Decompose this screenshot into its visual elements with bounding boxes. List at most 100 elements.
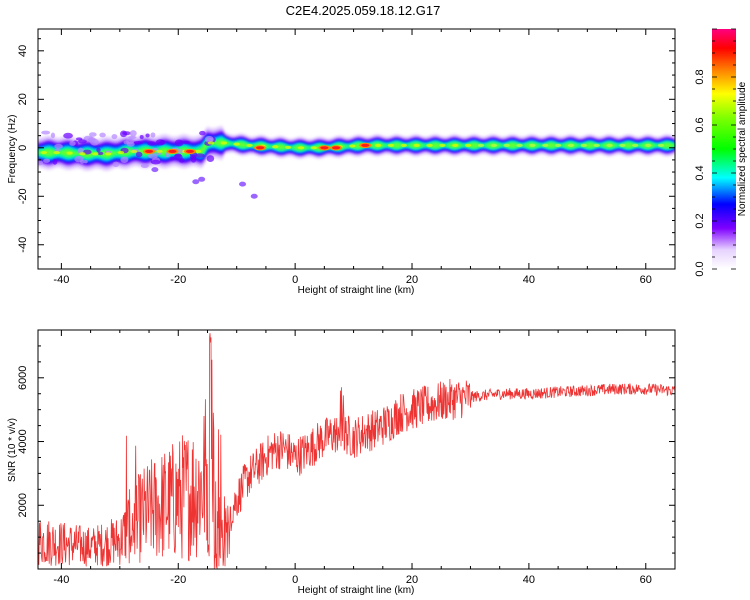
spectrogram-ridge-bead bbox=[529, 143, 536, 147]
spectrogram-noise-blob bbox=[206, 155, 215, 163]
x-tick-label: 40 bbox=[523, 574, 535, 586]
spectrogram-ridge-bead bbox=[606, 143, 613, 147]
spectrogram-noise-blob bbox=[97, 151, 104, 156]
spectrogram-noise-blob bbox=[150, 132, 156, 138]
spectrogram-ridge-bead bbox=[542, 143, 549, 147]
spectrogram-ridge-bead bbox=[374, 143, 382, 147]
spectrogram-ridge-bead bbox=[580, 143, 588, 147]
spectrogram-noise-blob bbox=[99, 132, 106, 138]
spectrogram-ridge-bead bbox=[644, 143, 652, 147]
x-tick-label: -20 bbox=[170, 274, 186, 286]
colorbar-tick-label: 0.0 bbox=[694, 261, 706, 276]
spectrogram-noise-blob bbox=[147, 141, 157, 146]
spectrogram-heatmap bbox=[38, 125, 675, 199]
spectrogram-ridge-bead bbox=[490, 143, 498, 147]
spectrogram-noise-blob bbox=[195, 153, 205, 158]
spectrogram-ridge-bead bbox=[387, 143, 395, 147]
spectrogram-y-ticks: -40 -20 0 20 40 bbox=[17, 38, 675, 270]
colorbar-tick-label: 0.6 bbox=[694, 117, 706, 132]
spectrogram-frame bbox=[37, 28, 676, 270]
snr-panel: -40 -20 0 20 40 60 2000 4000 6000 Height of str… bbox=[7, 329, 676, 596]
spectrogram-noise-blob bbox=[69, 141, 76, 146]
colorbar-scale bbox=[712, 29, 736, 269]
x-tick-label: 60 bbox=[640, 574, 652, 586]
spectrogram-noise-blob bbox=[176, 149, 184, 154]
spectrogram-ridge-bead bbox=[477, 143, 485, 147]
spectrogram-noise-blob bbox=[198, 176, 206, 182]
spectrogram-ridge-bead bbox=[349, 144, 356, 148]
spectrogram-noise-blob bbox=[145, 133, 150, 138]
spectrogram-noise-blob bbox=[206, 137, 214, 142]
y-tick-label: 6000 bbox=[17, 366, 29, 390]
spectrogram-x-axis-label: Height of straight line (km) bbox=[298, 285, 415, 296]
spectrogram-noise-blob bbox=[52, 158, 58, 165]
spectrogram-hot-spot-core bbox=[361, 143, 370, 147]
snr-y-axis-label: SNR (10 * v/v) bbox=[7, 418, 18, 482]
spectrogram-noise-blob bbox=[41, 130, 51, 135]
spectrogram-ridge-bead bbox=[284, 145, 292, 150]
y-tick-label: -20 bbox=[17, 188, 29, 204]
spectrogram-ridge-bead bbox=[53, 151, 60, 155]
spectrogram-noise-blob bbox=[239, 181, 247, 187]
colorbar: 0.0 0.2 0.4 0.6 0.8 Normalized spectral ampl… bbox=[694, 28, 748, 277]
spectrogram-ridge-bead bbox=[40, 151, 48, 155]
spectrogram-ridge-bead bbox=[156, 149, 163, 154]
spectrogram-ridge-bead bbox=[503, 143, 510, 147]
spectrogram-hot-spot-core bbox=[185, 149, 194, 154]
spectrogram-ridge-bead bbox=[657, 143, 665, 147]
spectrogram-ridge-bead bbox=[297, 146, 305, 150]
spectrogram-ridge-bead bbox=[593, 143, 600, 147]
spectrogram-noise-blob bbox=[83, 135, 94, 141]
spectrogram-ridge-bead bbox=[632, 143, 639, 147]
spectrogram-hot-spot-core bbox=[320, 146, 329, 150]
spectrogram-noise-blob bbox=[192, 179, 200, 185]
spectrogram-ridge-bead bbox=[246, 143, 253, 148]
spectrogram-noise-blob bbox=[155, 139, 165, 146]
snr-x-ticks: -40 -20 0 20 40 60 bbox=[53, 330, 676, 586]
spectrogram-ridge-bead bbox=[272, 145, 279, 149]
spectrogram-noise-blob bbox=[190, 156, 197, 163]
spectrogram-noise-blob bbox=[129, 130, 137, 137]
spectrogram-noise-blob bbox=[120, 156, 129, 163]
snr-x-axis-label: Height of straight line (km) bbox=[298, 585, 415, 596]
spectrogram-ridge-bead bbox=[220, 141, 228, 145]
spectrogram-ridge-bead bbox=[567, 143, 575, 147]
colorbar-tick-label: 0.2 bbox=[694, 213, 706, 228]
spectrogram-ridge-bead bbox=[554, 143, 562, 147]
spectrogram-noise-blob bbox=[54, 143, 63, 149]
spectrogram-ridge-bead bbox=[104, 152, 112, 156]
spectrogram-ridge-bead bbox=[207, 141, 215, 145]
spectrogram-ridge-bead bbox=[452, 143, 459, 147]
spectrogram-x-ticks: -40 -20 0 20 40 60 bbox=[53, 29, 676, 286]
snr-y-ticks: 2000 4000 6000 bbox=[17, 329, 675, 570]
colorbar-ticks: 0.0 0.2 0.4 0.6 0.8 bbox=[694, 28, 736, 277]
spectrogram-noise-blob bbox=[83, 159, 88, 164]
spectrogram-noise-blob bbox=[80, 159, 85, 164]
spectrogram-noise-blob bbox=[120, 130, 128, 138]
spectrogram-noise-blob bbox=[96, 147, 101, 153]
spectrogram-ridge-bead bbox=[400, 143, 408, 147]
y-tick-label: 0 bbox=[17, 145, 29, 151]
spectrogram-noise-blob bbox=[169, 156, 175, 161]
spectrogram-noise-blob bbox=[50, 132, 56, 139]
spectrogram-ridge-bead bbox=[233, 142, 240, 146]
spectrogram-ridge-bead bbox=[117, 150, 125, 155]
spectrogram-hot-spot-core bbox=[168, 149, 177, 154]
y-tick-label: 2000 bbox=[17, 493, 29, 517]
y-tick-label: 4000 bbox=[17, 429, 29, 453]
spectrogram-noise-blob bbox=[128, 135, 137, 139]
x-tick-label: -20 bbox=[170, 574, 186, 586]
spectrogram-noise-blob bbox=[63, 132, 73, 139]
spectrogram-noise-blob bbox=[140, 163, 149, 169]
spectrogram-noise-blob bbox=[150, 159, 161, 165]
snr-frame bbox=[37, 329, 676, 570]
spectrogram-ridge-bead bbox=[194, 149, 202, 154]
spectrogram-ridge-bead bbox=[439, 143, 446, 147]
spectrogram-noise-blob bbox=[133, 141, 144, 145]
x-tick-label: 20 bbox=[406, 574, 418, 586]
spectrogram-ridge-bead bbox=[426, 143, 433, 147]
colorbar-tick-label: 0.8 bbox=[694, 69, 706, 84]
spectrogram-y-axis-label: Frequency (Hz) bbox=[7, 115, 18, 184]
